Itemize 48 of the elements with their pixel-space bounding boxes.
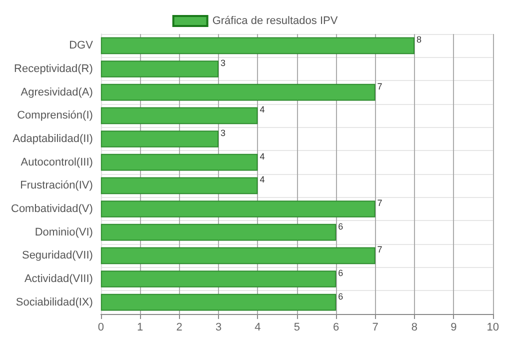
- data-label: 6: [338, 291, 344, 302]
- y-tick-label: Comprensión(I): [17, 110, 93, 122]
- bar: [100, 294, 336, 311]
- data-label: 4: [260, 151, 265, 162]
- x-tick-label: 1: [137, 322, 144, 334]
- x-tick-label: 2: [176, 322, 182, 334]
- bar: [100, 84, 376, 101]
- data-label: 4: [260, 104, 265, 115]
- bar: [100, 224, 336, 241]
- x-tick-label: 3: [215, 322, 222, 334]
- data-label: 7: [377, 81, 382, 92]
- data-label: 6: [338, 268, 344, 278]
- bar: [100, 60, 219, 78]
- bar: [100, 37, 414, 54]
- bar: [100, 247, 376, 264]
- y-tick-label: Combatividad(V): [11, 203, 93, 215]
- data-label: 3: [220, 58, 226, 68]
- x-tick-label: 5: [294, 322, 300, 334]
- data-label: 3: [220, 128, 226, 138]
- bar: [100, 200, 376, 218]
- data-label: 8: [416, 34, 422, 45]
- bar: [100, 177, 258, 194]
- x-tick-label: 4: [254, 322, 261, 334]
- y-tick-label: Sociabilidad(IX): [16, 296, 93, 308]
- y-tick-label: DGV: [69, 40, 94, 52]
- bar: [100, 130, 219, 148]
- y-tick-label: Autocontrol(III): [20, 156, 93, 168]
- y-tick-label: Adaptabilidad(II): [12, 133, 93, 145]
- data-label: 7: [377, 198, 382, 208]
- legend-label: Gráfica de resultados IPV: [212, 15, 338, 27]
- y-tick-label: Frustración(IV): [20, 180, 93, 192]
- data-label: 6: [338, 221, 344, 232]
- bar: [100, 107, 258, 124]
- y-tick-label: Receptividad(R): [14, 63, 93, 75]
- x-tick-label: 6: [333, 322, 340, 334]
- bar: [100, 154, 258, 171]
- y-tick-label: Dominio(VI): [34, 226, 93, 238]
- x-tick-label: 8: [411, 322, 418, 334]
- y-tick-label: Actividad(VIII): [24, 273, 93, 285]
- data-label: 7: [377, 244, 382, 255]
- data-label: 4: [260, 174, 265, 185]
- x-tick-label: 0: [98, 322, 104, 334]
- x-tick-label: 9: [450, 322, 457, 334]
- x-tick-label: 7: [372, 322, 378, 334]
- y-tick-label: Seguridad(VII): [22, 250, 93, 262]
- y-tick-label: Agresividad(A): [20, 86, 93, 98]
- bar: [100, 270, 336, 288]
- x-tick-label: 10: [486, 322, 500, 334]
